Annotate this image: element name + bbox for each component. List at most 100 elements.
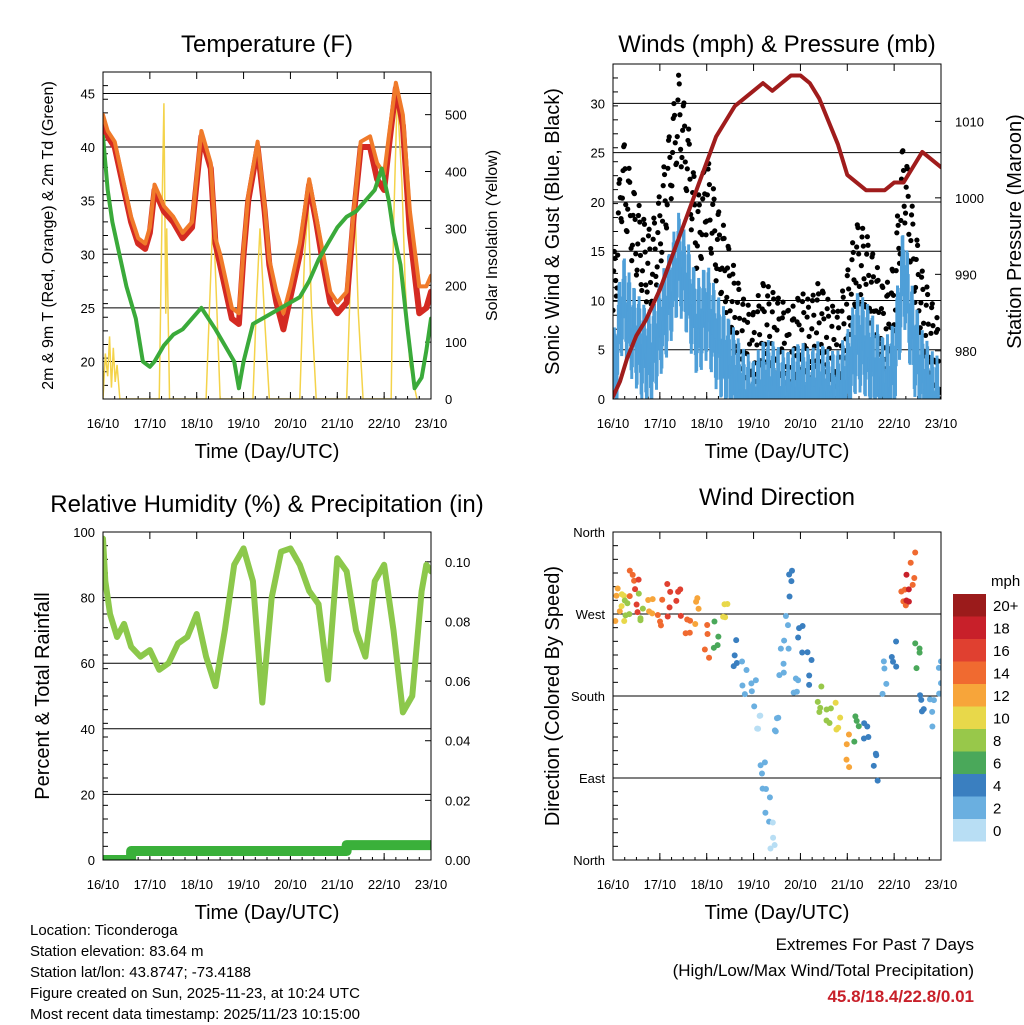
gust-point — [920, 320, 927, 326]
direction-point — [741, 691, 748, 698]
humidity-xtick-label: 18/10 — [180, 877, 213, 892]
temperature-xlabel: Time (Day/UTC) — [195, 441, 340, 463]
gust-point — [714, 236, 721, 243]
gust-point — [689, 216, 695, 222]
direction-point — [739, 658, 746, 665]
humidity-xtick-label: 22/10 — [368, 877, 401, 892]
gust-point — [844, 301, 850, 307]
direction-point — [799, 649, 806, 656]
gust-point — [905, 193, 911, 199]
gust-point — [684, 166, 690, 172]
gust-point — [894, 230, 900, 236]
gust-point — [655, 229, 661, 236]
direction-point — [720, 613, 727, 620]
direction-point — [771, 842, 778, 849]
direction-point — [917, 692, 924, 699]
direction-point — [843, 741, 850, 748]
direction-point — [843, 756, 850, 763]
direction-point — [731, 652, 738, 659]
direction-point — [773, 715, 780, 722]
legend-label: 8 — [993, 733, 1001, 750]
gust-point — [864, 251, 870, 257]
winds-plot-area — [613, 72, 941, 399]
direction-point — [695, 605, 702, 612]
wind_direction-xtick-label: 17/10 — [644, 877, 677, 892]
gust-point — [781, 340, 787, 346]
direction-point — [646, 608, 653, 615]
direction-point — [833, 726, 840, 733]
direction-point — [711, 618, 718, 625]
gust-point — [825, 313, 832, 319]
gust-point — [861, 276, 867, 282]
gust-point — [855, 225, 861, 231]
direction-point — [938, 658, 941, 665]
gust-point — [761, 283, 767, 289]
total-rainfall-line — [103, 840, 431, 860]
direction-point — [782, 612, 789, 619]
gust-point — [840, 288, 846, 294]
wind_direction-ytick-label: South — [571, 689, 605, 704]
winds-ytick-label: 5 — [598, 343, 605, 358]
humidity-y2tick-label: 0.00 — [445, 853, 470, 868]
gust-point — [660, 183, 666, 189]
humidity-ytick-label: 0 — [88, 853, 95, 868]
direction-point — [804, 649, 811, 656]
gust-point — [870, 274, 876, 280]
gust-point — [619, 195, 625, 201]
temperature-ylabel: 2m & 9m T (Red, Orange) & 2m Td (Green) — [40, 81, 57, 390]
gust-point — [833, 342, 840, 348]
gust-point — [825, 296, 831, 302]
gust-point — [716, 232, 723, 238]
gust-point — [711, 196, 717, 202]
gust-point — [613, 307, 616, 313]
direction-point — [770, 834, 777, 841]
direction-point — [626, 593, 633, 600]
direction-point — [823, 706, 830, 713]
humidity-y2tick-label: 0.06 — [445, 674, 470, 689]
direction-point — [795, 634, 802, 641]
direction-point — [837, 714, 844, 721]
gust-point — [686, 126, 692, 132]
gust-point — [785, 307, 791, 313]
gust-point — [700, 196, 706, 202]
gust-point — [750, 309, 757, 316]
gust-point — [914, 242, 921, 248]
gust-point — [657, 213, 663, 219]
gust-point — [615, 210, 621, 216]
direction-point — [911, 575, 918, 582]
gust-point — [716, 209, 722, 215]
gust-point — [799, 298, 806, 305]
gust-point — [637, 252, 644, 259]
extremes-subtitle: (High/Low/Max Wind/Total Precipitation) — [672, 961, 974, 980]
gust-point — [678, 164, 684, 170]
gust-point — [734, 299, 741, 306]
wind_direction-frame — [612, 531, 942, 861]
wind_direction-ytick-label: North — [573, 525, 605, 540]
gust-point — [809, 326, 815, 332]
gust-point — [853, 280, 859, 286]
direction-point — [817, 704, 824, 711]
gust-point — [919, 268, 925, 274]
gust-point — [834, 314, 840, 320]
humidity-y2tick-label: 0.08 — [445, 614, 470, 629]
gust-point — [929, 304, 935, 311]
direction-point — [762, 809, 769, 816]
gust-point — [731, 280, 737, 286]
gust-point — [646, 226, 652, 232]
direction-point — [777, 645, 784, 652]
gust-point — [666, 134, 672, 140]
extremes-box: Extremes For Past 7 Days (High/Low/Max W… — [673, 932, 974, 1010]
gust-point — [654, 264, 660, 270]
wind_direction-xtick-label: 19/10 — [737, 877, 770, 892]
direction-point — [757, 762, 764, 769]
gust-point — [636, 202, 642, 209]
direction-point — [659, 596, 666, 603]
gust-point — [712, 228, 718, 234]
direction-point — [626, 567, 633, 574]
humidity-ytick-label: 80 — [81, 591, 95, 606]
humidity-y2tick-label: 0.02 — [445, 793, 470, 808]
direction-point — [846, 764, 853, 771]
station-info: Location: Ticonderoga Station elevation:… — [30, 920, 360, 1025]
gust-point — [850, 240, 856, 246]
gust-point — [874, 264, 881, 271]
